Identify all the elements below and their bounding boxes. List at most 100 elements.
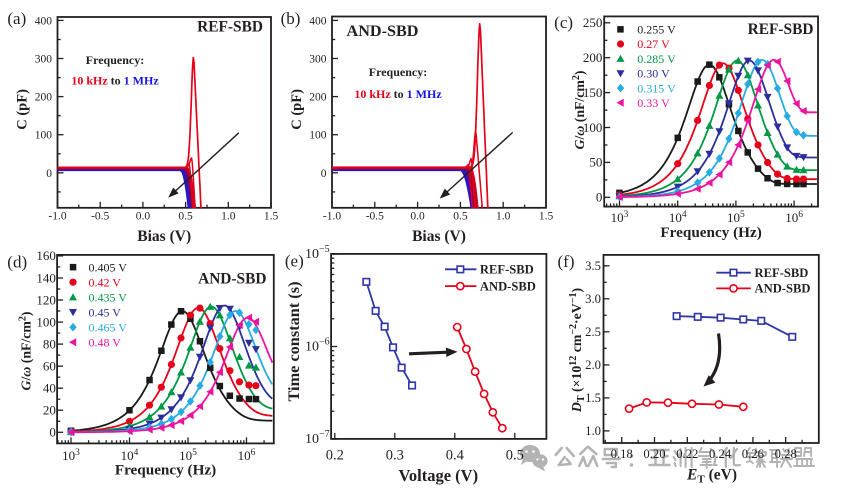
svg-text:60: 60 xyxy=(43,358,56,373)
svg-text:0.0: 0.0 xyxy=(136,211,151,223)
svg-text:Frequency:: Frequency: xyxy=(369,65,427,79)
svg-text:-1.0: -1.0 xyxy=(323,211,341,223)
svg-text:Bias (V): Bias (V) xyxy=(137,228,191,245)
svg-text:0.465 V: 0.465 V xyxy=(89,320,128,334)
svg-text:103: 103 xyxy=(62,448,80,463)
svg-text:100: 100 xyxy=(309,130,327,142)
svg-text:(c): (c) xyxy=(554,13,573,32)
svg-text:0.435 V: 0.435 V xyxy=(89,290,128,304)
svg-text:3.5: 3.5 xyxy=(585,259,601,273)
svg-text:400: 400 xyxy=(309,15,327,27)
svg-text:Voltage (V): Voltage (V) xyxy=(399,466,479,485)
svg-text:0.285 V: 0.285 V xyxy=(637,52,676,66)
svg-text:0.45 V: 0.45 V xyxy=(89,305,122,319)
svg-text:0.0: 0.0 xyxy=(410,211,425,223)
svg-text:0.20: 0.20 xyxy=(643,447,665,461)
svg-text:300: 300 xyxy=(309,54,327,66)
svg-text:104: 104 xyxy=(669,210,687,225)
svg-text:40: 40 xyxy=(43,381,56,396)
svg-text:0.405 V: 0.405 V xyxy=(89,260,128,274)
svg-text:0.5: 0.5 xyxy=(453,211,468,223)
svg-text:1.5: 1.5 xyxy=(264,211,279,223)
svg-text:0.255 V: 0.255 V xyxy=(637,23,676,37)
svg-text:3.0: 3.0 xyxy=(585,292,601,306)
svg-text:-1.0: -1.0 xyxy=(48,211,66,223)
svg-text:200: 200 xyxy=(309,92,327,104)
svg-text:-0.5: -0.5 xyxy=(91,211,109,223)
svg-text:10−6: 10−6 xyxy=(305,337,330,355)
svg-text:Frequency (Hz): Frequency (Hz) xyxy=(115,462,216,479)
svg-text:400: 400 xyxy=(35,15,53,27)
svg-text:0.42 V: 0.42 V xyxy=(89,275,122,289)
svg-text:10 kHz to 1 MHz: 10 kHz to 1 MHz xyxy=(354,87,442,101)
svg-text:C (pF): C (pF) xyxy=(289,89,305,130)
svg-text:DT (×1012 cm−2·eV−1): DT (×1012 cm−2·eV−1) xyxy=(568,288,587,413)
svg-text:0.30 V: 0.30 V xyxy=(637,67,670,81)
svg-text:1.0: 1.0 xyxy=(585,424,601,438)
svg-text:(a): (a) xyxy=(7,9,26,28)
svg-text:20: 20 xyxy=(43,403,56,418)
svg-text:REF-SBD: REF-SBD xyxy=(748,21,814,38)
svg-text:-0.5: -0.5 xyxy=(366,211,384,223)
svg-text:140: 140 xyxy=(36,270,56,285)
svg-text:REF-SBD: REF-SBD xyxy=(755,266,809,280)
svg-text:300: 300 xyxy=(35,54,53,66)
svg-text:1.0: 1.0 xyxy=(496,211,511,223)
svg-text:Frequency:: Frequency: xyxy=(86,53,144,67)
svg-text:(d): (d) xyxy=(7,253,27,272)
svg-text:106: 106 xyxy=(238,448,256,463)
svg-text:10 kHz to 1 MHz: 10 kHz to 1 MHz xyxy=(71,74,159,88)
svg-text:106: 106 xyxy=(785,210,803,225)
svg-text:200: 200 xyxy=(583,50,603,65)
svg-text:1.5: 1.5 xyxy=(585,391,601,405)
svg-text:ET (eV): ET (eV) xyxy=(686,467,737,486)
svg-text:160: 160 xyxy=(36,248,56,263)
svg-text:103: 103 xyxy=(611,210,629,225)
svg-text:105: 105 xyxy=(727,210,745,225)
svg-text:REF-SBD: REF-SBD xyxy=(480,263,534,277)
svg-text:Frequency (Hz): Frequency (Hz) xyxy=(660,224,761,241)
svg-text:0.2: 0.2 xyxy=(326,448,344,464)
svg-text:AND-SBD: AND-SBD xyxy=(198,271,266,288)
svg-text:0.22: 0.22 xyxy=(676,447,698,461)
svg-text:0.26: 0.26 xyxy=(742,447,764,461)
svg-text:Bias (V): Bias (V) xyxy=(412,228,466,245)
svg-text:0: 0 xyxy=(49,425,56,440)
svg-text:(f): (f) xyxy=(558,252,575,271)
svg-text:100: 100 xyxy=(35,130,53,142)
svg-text:G/ω (nF/cm2): G/ω (nF/cm2) xyxy=(571,70,588,149)
svg-text:0: 0 xyxy=(46,168,52,180)
svg-text:G/ω (nF/cm2): G/ω (nF/cm2) xyxy=(18,311,35,390)
svg-text:200: 200 xyxy=(35,92,53,104)
svg-text:0: 0 xyxy=(321,168,327,180)
svg-text:0.315 V: 0.315 V xyxy=(637,81,676,95)
svg-text:0.24: 0.24 xyxy=(709,447,732,461)
svg-text:10−5: 10−5 xyxy=(305,244,330,262)
svg-text:100: 100 xyxy=(583,120,603,135)
svg-text:AND-SBD: AND-SBD xyxy=(480,279,536,293)
svg-text:AND-SBD: AND-SBD xyxy=(347,22,419,40)
svg-text:80: 80 xyxy=(43,336,56,351)
svg-text:C (pF): C (pF) xyxy=(15,89,31,130)
svg-text:0.28: 0.28 xyxy=(775,447,797,461)
svg-text:0.5: 0.5 xyxy=(178,211,193,223)
svg-text:150: 150 xyxy=(583,85,603,100)
svg-text:100: 100 xyxy=(36,314,56,329)
svg-text:120: 120 xyxy=(36,292,56,307)
svg-text:2.5: 2.5 xyxy=(585,325,601,339)
svg-text:0.27 V: 0.27 V xyxy=(637,37,670,51)
svg-text:50: 50 xyxy=(589,155,602,170)
svg-text:1.0: 1.0 xyxy=(221,211,236,223)
svg-text:AND-SBD: AND-SBD xyxy=(755,282,811,296)
svg-text:250: 250 xyxy=(583,15,603,30)
svg-text:2.0: 2.0 xyxy=(585,358,601,372)
svg-text:0.18: 0.18 xyxy=(611,447,633,461)
svg-text:0: 0 xyxy=(596,190,603,205)
svg-text:0.48 V: 0.48 V xyxy=(89,335,122,349)
svg-text:Time constant (s): Time constant (s) xyxy=(284,282,303,402)
svg-text:0.33 V: 0.33 V xyxy=(637,96,670,110)
svg-text:(e): (e) xyxy=(285,252,304,271)
svg-text:REF-SBD: REF-SBD xyxy=(197,19,263,36)
svg-text:1.5: 1.5 xyxy=(539,211,554,223)
svg-text:(b): (b) xyxy=(281,9,301,28)
